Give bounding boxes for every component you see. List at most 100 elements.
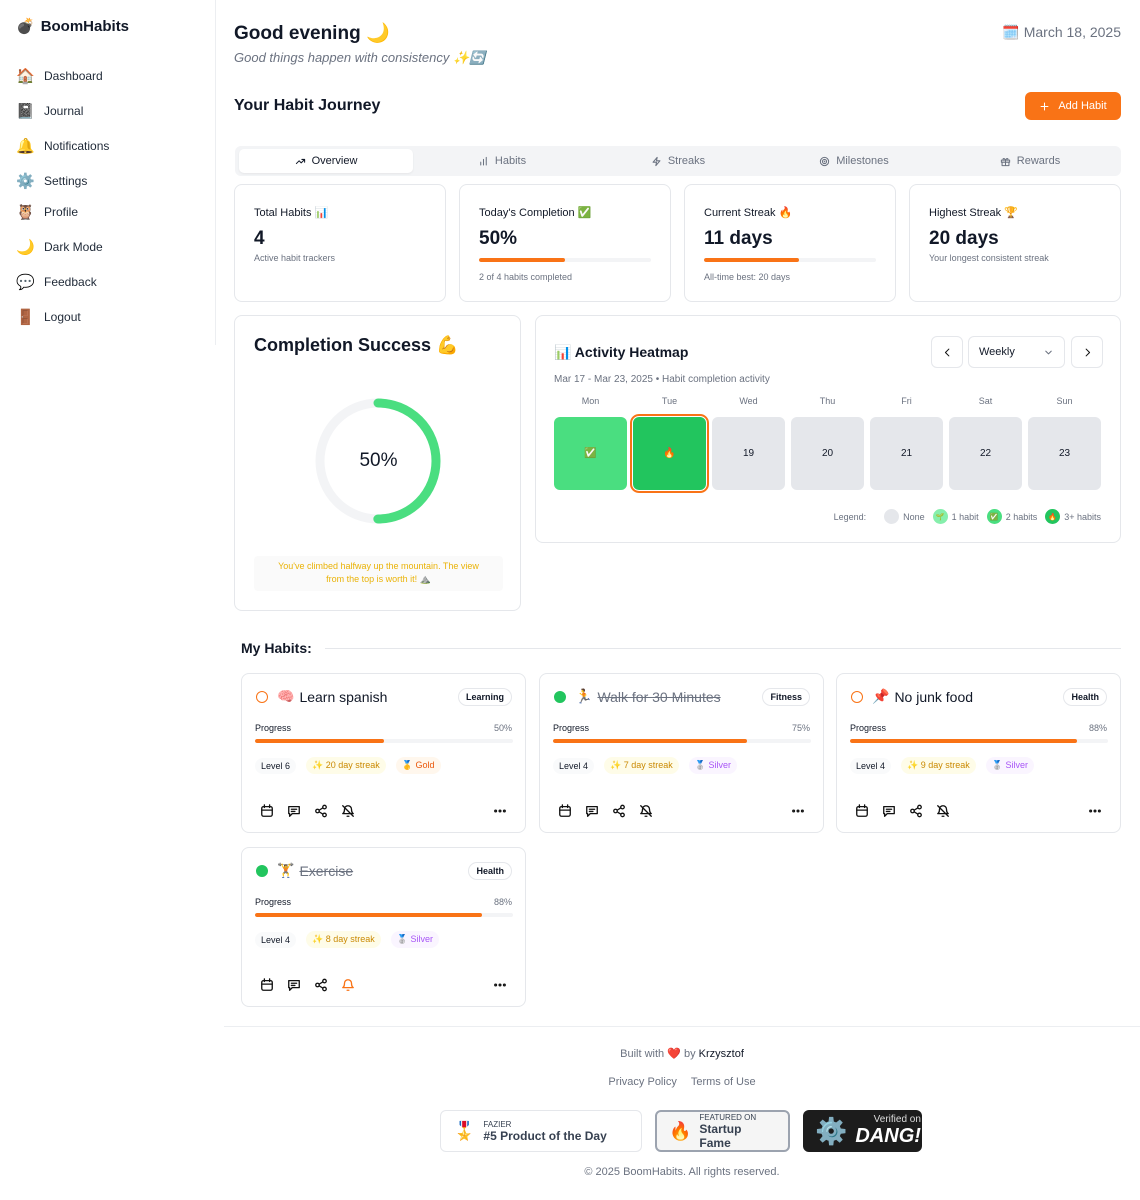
period-select[interactable]: Weekly bbox=[968, 336, 1065, 368]
progress-track bbox=[255, 739, 513, 743]
dots-icon[interactable] bbox=[493, 804, 507, 818]
belloff-icon[interactable] bbox=[936, 804, 950, 818]
share-icon[interactable] bbox=[909, 804, 923, 818]
nav-item[interactable]: ⚙️ Settings bbox=[16, 170, 87, 192]
level: Level 6 bbox=[255, 757, 297, 774]
nav-label: Notifications bbox=[44, 139, 110, 153]
day-label: Thu bbox=[819, 396, 836, 406]
heatmap-card: 📊 Activity Heatmap Weekly Mar 17 - Mar 23,… bbox=[535, 315, 1121, 543]
footer-badge[interactable]: 🎖️ FAZIER #5 Product of the Day bbox=[440, 1110, 642, 1152]
nav-item[interactable]: 💬 Feedback bbox=[16, 271, 97, 293]
stat-value: 11 days bbox=[704, 228, 773, 249]
streak: ✨ 20 day streak bbox=[306, 757, 386, 774]
habit-check[interactable] bbox=[851, 690, 863, 703]
copyright: © 2025 BoomHabits. All rights reserved. bbox=[584, 1166, 780, 1178]
progress-value: 88% bbox=[493, 897, 512, 907]
badge-icon: 🔥 bbox=[669, 1120, 692, 1141]
cal-icon[interactable] bbox=[558, 804, 572, 818]
stat-card: Current Streak 🔥 11 days All-time best: 20… bbox=[684, 184, 896, 302]
sidebar: 💣 BoomHabits 🏠 Dashboard 📓 Journal 🔔 Notificati… bbox=[0, 0, 216, 345]
section-title: Your Habit Journey bbox=[234, 97, 381, 114]
streak: ✨ 7 day streak bbox=[604, 757, 679, 774]
progress-track bbox=[553, 739, 811, 743]
chat-icon[interactable] bbox=[585, 804, 599, 818]
target-icon bbox=[820, 156, 830, 166]
habit-check[interactable] bbox=[554, 690, 566, 703]
stat-label: Total Habits 📊 bbox=[254, 207, 329, 219]
heatmap-cell[interactable]: 20 bbox=[791, 417, 864, 490]
dots-icon[interactable] bbox=[1088, 804, 1102, 818]
add-habit-button[interactable]: Add Habit bbox=[1025, 92, 1121, 120]
nav-item[interactable]: 🦉 Profile bbox=[16, 201, 78, 223]
nav-label: Feedback bbox=[44, 275, 97, 289]
legend-swatch: 🌱 bbox=[932, 509, 948, 524]
cal-icon[interactable] bbox=[260, 978, 274, 992]
nav-item[interactable]: 🔔 Notifications bbox=[16, 135, 109, 157]
belloff-icon[interactable] bbox=[341, 804, 355, 818]
chat-icon[interactable] bbox=[882, 804, 896, 818]
nav-item[interactable]: 🏠 Dashboard bbox=[16, 65, 103, 87]
habit-check[interactable] bbox=[256, 864, 268, 877]
bell-icon[interactable] bbox=[341, 978, 355, 992]
footer-link[interactable]: Terms of Use bbox=[690, 1076, 756, 1088]
level: Level 4 bbox=[553, 757, 595, 774]
nav-icon: 💬 bbox=[16, 274, 35, 291]
legend-swatch: 🔥 bbox=[1045, 509, 1061, 524]
day-label: Sat bbox=[978, 396, 993, 406]
habit-stats: Level 4 ✨ 7 day streak 🥈 Silver bbox=[553, 757, 737, 774]
share-icon[interactable] bbox=[314, 978, 328, 992]
habit-header: 🏋️ Exercise bbox=[256, 862, 353, 879]
belloff-icon[interactable] bbox=[639, 804, 653, 818]
tab[interactable]: Milestones bbox=[767, 149, 941, 173]
footer-link[interactable]: Privacy Policy bbox=[608, 1076, 677, 1088]
nav-item[interactable]: 🌙 Dark Mode bbox=[16, 236, 103, 258]
stat-label: Highest Streak 🏆 bbox=[929, 207, 1018, 219]
nav-label: Profile bbox=[44, 205, 79, 219]
prev-button[interactable] bbox=[931, 336, 963, 368]
nav-icon: 🔔 bbox=[16, 138, 35, 155]
tab[interactable]: Overview bbox=[239, 149, 413, 173]
footer-badge[interactable]: 🔥 FEATURED ON Startup Fame bbox=[655, 1110, 790, 1152]
habit-header: 📌 No junk food bbox=[851, 688, 973, 705]
built-with-text: Built with ❤️ by bbox=[620, 1048, 696, 1060]
habit-name: Walk for 30 Minutes bbox=[597, 688, 721, 705]
share-icon[interactable] bbox=[612, 804, 626, 818]
heatmap-cell[interactable]: 21 bbox=[870, 417, 943, 490]
legend-label: 1 habit bbox=[951, 511, 979, 522]
stat-card: Highest Streak 🏆 20 days Your longest cons… bbox=[909, 184, 1121, 302]
habit-stats: Level 4 ✨ 8 day streak 🥈 Silver bbox=[255, 931, 439, 948]
period-value: Weekly bbox=[979, 346, 1015, 358]
nav-icon: 📓 bbox=[16, 103, 35, 120]
tab[interactable]: Habits bbox=[415, 149, 589, 173]
share-icon[interactable] bbox=[314, 804, 328, 818]
chat-icon[interactable] bbox=[287, 978, 301, 992]
legend-title: Legend: bbox=[833, 511, 867, 522]
nav-icon: 🦉 bbox=[16, 204, 35, 221]
nav-item[interactable]: 📓 Journal bbox=[16, 100, 83, 122]
heatmap-cell[interactable]: 19 bbox=[712, 417, 785, 490]
dots-icon[interactable] bbox=[791, 804, 805, 818]
next-button[interactable] bbox=[1071, 336, 1103, 368]
nav-item[interactable]: 🚪 Logout bbox=[16, 306, 81, 328]
heatmap-cell[interactable]: 23 bbox=[1028, 417, 1101, 490]
habit-check[interactable] bbox=[256, 690, 268, 703]
chat-icon[interactable] bbox=[287, 804, 301, 818]
footer-links: Privacy Policy Terms of Use bbox=[224, 1076, 1140, 1088]
tab[interactable]: Streaks bbox=[591, 149, 765, 173]
nav-label: Dark Mode bbox=[44, 240, 103, 254]
right-icon bbox=[1085, 348, 1090, 356]
cal-icon[interactable] bbox=[260, 804, 274, 818]
heatmap-cell[interactable]: 22 bbox=[949, 417, 1022, 490]
legend-item: 🔥 3+ habits bbox=[1045, 509, 1101, 524]
habit-card: 📌 No junk food Health Progress 88% Level 4 ✨ 9… bbox=[836, 673, 1121, 833]
badge-big: #5 Product of the Day bbox=[483, 1128, 607, 1143]
heatmap-cell[interactable]: 🔥 bbox=[630, 414, 709, 493]
habit-icon: 🏃 bbox=[575, 688, 593, 704]
dots-icon[interactable] bbox=[493, 978, 507, 992]
medal: 🥈 Silver bbox=[390, 931, 439, 948]
cal-icon[interactable] bbox=[855, 804, 869, 818]
badge-text: FAZIER #5 Product of the Day bbox=[483, 1120, 606, 1143]
tab[interactable]: Rewards bbox=[943, 149, 1117, 173]
heatmap-cell[interactable]: ✅ bbox=[554, 417, 627, 490]
footer-badge[interactable]: ⚙️ Verified on DANG! bbox=[803, 1110, 922, 1152]
